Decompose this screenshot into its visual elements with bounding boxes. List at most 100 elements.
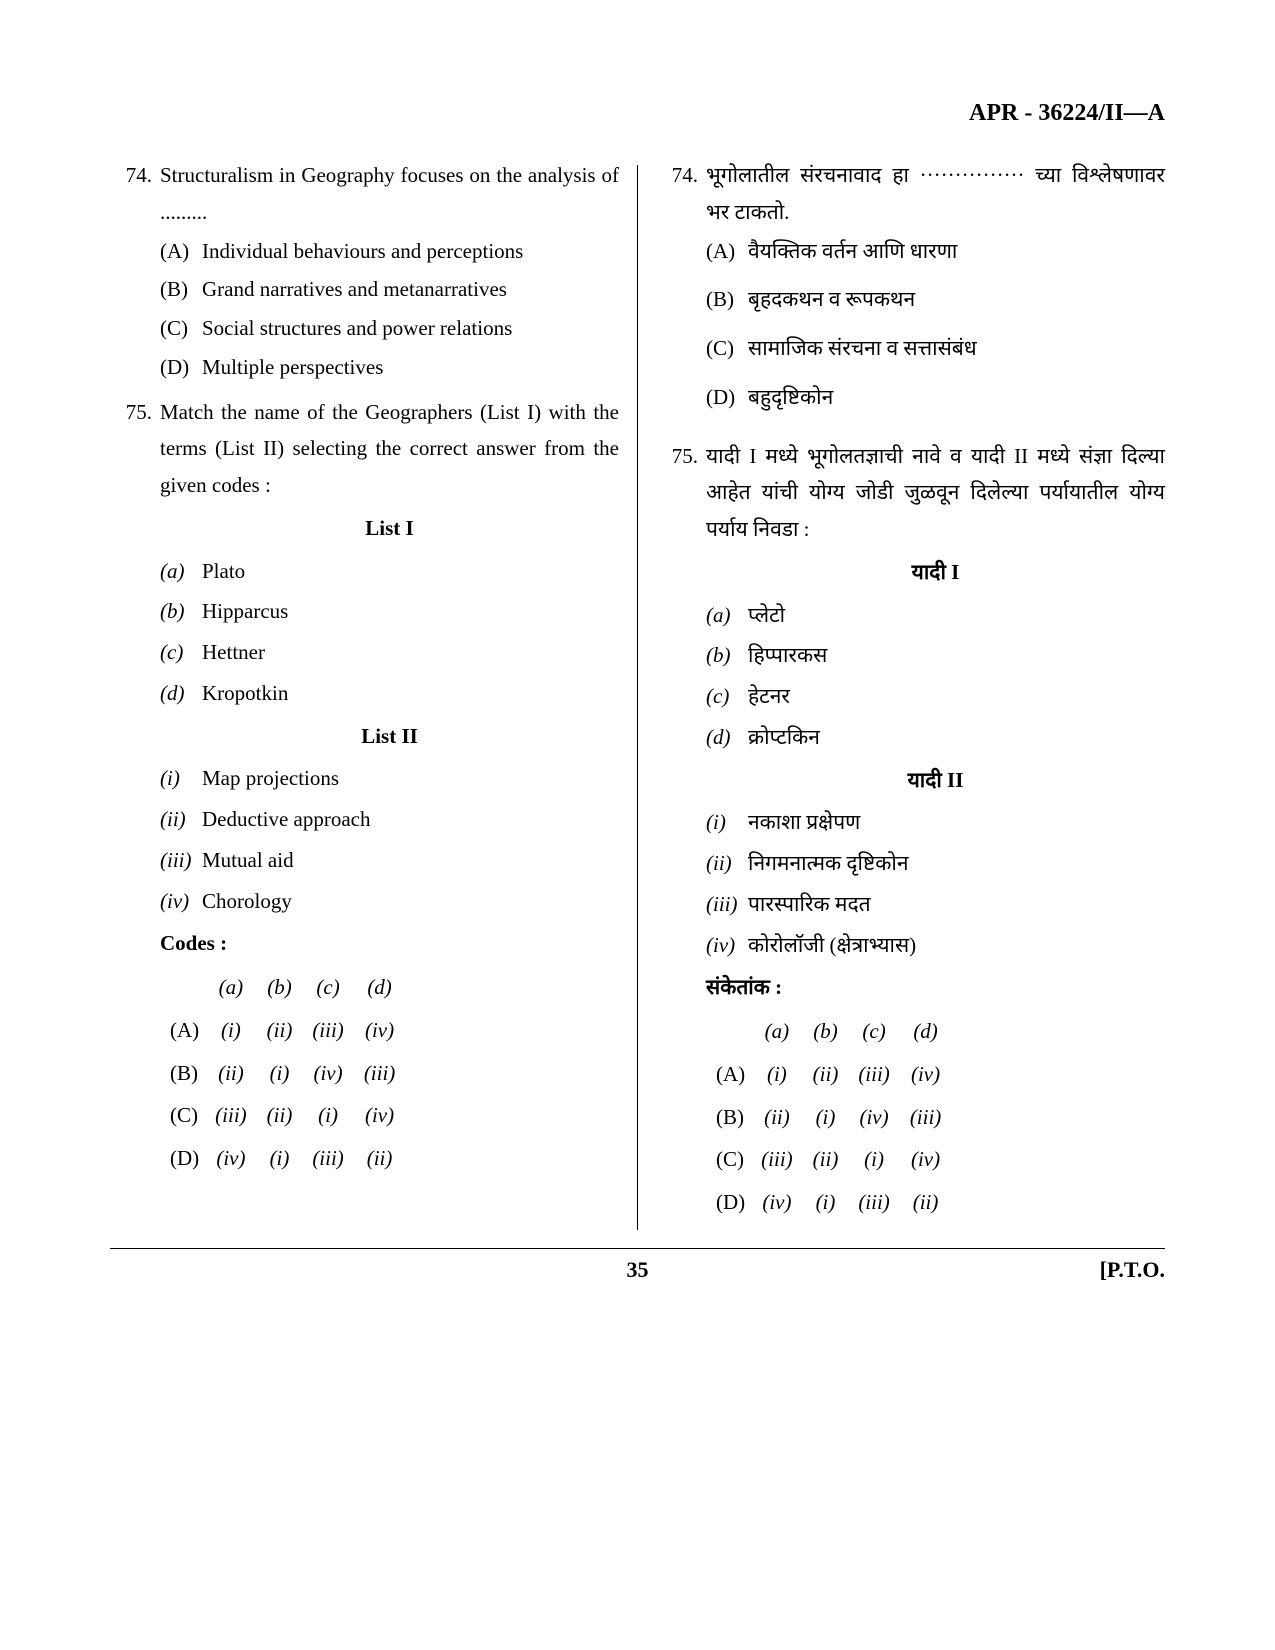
question-75-mr: 75. यादी I मध्ये भूगोलतज्ञाची नावे व याद… xyxy=(656,438,1165,1224)
option-text: बृहदकथन व रूपकथन xyxy=(748,281,1165,318)
list-item: (d)क्रोप्टकिन xyxy=(706,719,1165,756)
option-b: (B)बृहदकथन व रूपकथन xyxy=(706,281,1165,318)
list-text: क्रोप्टकिन xyxy=(748,719,820,756)
col-c: (c) xyxy=(302,966,354,1009)
list-label: (d) xyxy=(706,719,748,756)
list-item: (b)हिप्पारकस xyxy=(706,637,1165,674)
option-b: (B)Grand narratives and metanarratives xyxy=(160,271,619,308)
option-text: Grand narratives and metanarratives xyxy=(202,271,619,308)
options-list: (A)Individual behaviours and perceptions… xyxy=(160,233,619,386)
list-item: (i)Map projections xyxy=(160,760,619,797)
code-row-b: (B)(ii)(i)(iv)(iii) xyxy=(160,1052,405,1095)
page-number: 35 xyxy=(627,1257,649,1283)
option-d: (D)Multiple perspectives xyxy=(160,349,619,386)
question-text: यादी I मध्ये भूगोलतज्ञाची नावे व यादी II… xyxy=(706,438,1165,548)
list-text: Map projections xyxy=(202,760,339,797)
col-d: (d) xyxy=(900,1010,952,1053)
codes-table: (a) (b) (c) (d) (A)(i)(ii)(iii)(iv) (B)(… xyxy=(706,1010,951,1224)
col-b: (b) xyxy=(803,1010,849,1053)
list-label: (iv) xyxy=(706,927,748,964)
code-row-a: (A)(i)(ii)(iii)(iv) xyxy=(706,1053,951,1096)
col-b: (b) xyxy=(257,966,303,1009)
code-row-c: (C)(iii)(ii)(i)(iv) xyxy=(706,1138,951,1181)
list-text: हेटनर xyxy=(748,678,790,715)
list-text: Plato xyxy=(202,553,245,590)
list-text: Hettner xyxy=(202,634,265,671)
question-body: Match the name of the Geographers (List … xyxy=(160,394,619,1180)
option-label: (D) xyxy=(160,349,202,386)
question-number: 75. xyxy=(656,438,706,1224)
option-text: बहुदृष्टिकोन xyxy=(748,379,1165,416)
option-text: सामाजिक संरचना व सत्तासंबंध xyxy=(748,330,1165,367)
question-body: यादी I मध्ये भूगोलतज्ञाची नावे व यादी II… xyxy=(706,438,1165,1224)
list-text: Mutual aid xyxy=(202,842,294,879)
code-row-b: (B)(ii)(i)(iv)(iii) xyxy=(706,1096,951,1139)
list-item: (c)हेटनर xyxy=(706,678,1165,715)
list2-heading: List II xyxy=(160,718,619,755)
codes-header-row: (a) (b) (c) (d) xyxy=(706,1010,951,1053)
options-list: (A)वैयक्तिक वर्तन आणि धारणा (B)बृहदकथन व… xyxy=(706,233,1165,416)
code-row-d: (D)(iv)(i)(iii)(ii) xyxy=(160,1137,405,1180)
marathi-column: 74. भूगोलातील संरचनावाद हा ·············… xyxy=(638,157,1165,1230)
list-text: Chorology xyxy=(202,883,292,920)
exam-page: APR - 36224/II—A 74. Structuralism in Ge… xyxy=(0,0,1275,1650)
option-text: Social structures and power relations xyxy=(202,310,619,347)
list1-heading: यादी I xyxy=(706,554,1165,591)
question-74-mr: 74. भूगोलातील संरचनावाद हा ·············… xyxy=(656,157,1165,428)
list-item: (iii)पारस्पारिक मदत xyxy=(706,886,1165,923)
list-item: (c)Hettner xyxy=(160,634,619,671)
codes-heading: संकेतांक : xyxy=(706,969,1165,1006)
option-label: (D) xyxy=(706,379,748,416)
list-label: (a) xyxy=(160,553,202,590)
option-d: (D)बहुदृष्टिकोन xyxy=(706,379,1165,416)
list-text: निगमनात्मक दृष्टिकोन xyxy=(748,845,908,882)
question-text: Structuralism in Geography focuses on th… xyxy=(160,157,619,231)
pto-label: [P.T.O. xyxy=(1100,1257,1165,1283)
two-column-layout: 74. Structuralism in Geography focuses o… xyxy=(110,157,1165,1230)
option-label: (A) xyxy=(706,233,748,270)
list-label: (ii) xyxy=(706,845,748,882)
list-item: (ii)निगमनात्मक दृष्टिकोन xyxy=(706,845,1165,882)
list-label: (b) xyxy=(160,593,202,630)
list-label: (b) xyxy=(706,637,748,674)
page-footer: 35 [P.T.O. xyxy=(110,1249,1165,1283)
list-item: (iv)Chorology xyxy=(160,883,619,920)
list-label: (i) xyxy=(706,804,748,841)
list-label: (a) xyxy=(706,597,748,634)
list-label: (i) xyxy=(160,760,202,797)
col-d: (d) xyxy=(354,966,406,1009)
col-c: (c) xyxy=(848,1010,900,1053)
option-text: Individual behaviours and perceptions xyxy=(202,233,619,270)
question-body: भूगोलातील संरचनावाद हा ··············· च… xyxy=(706,157,1165,428)
codes-heading: Codes : xyxy=(160,925,619,962)
code-row-c: (C)(iii)(ii)(i)(iv) xyxy=(160,1094,405,1137)
question-number: 75. xyxy=(110,394,160,1180)
option-label: (C) xyxy=(160,310,202,347)
question-74-en: 74. Structuralism in Geography focuses o… xyxy=(110,157,619,388)
question-75-en: 75. Match the name of the Geographers (L… xyxy=(110,394,619,1180)
option-label: (B) xyxy=(706,281,748,318)
list2-heading: यादी II xyxy=(706,762,1165,799)
list-text: कोरोलॉजी (क्षेत्राभ्यास) xyxy=(748,927,916,964)
list-label: (d) xyxy=(160,675,202,712)
option-text: वैयक्तिक वर्तन आणि धारणा xyxy=(748,233,1165,270)
list-item: (d)Kropotkin xyxy=(160,675,619,712)
question-number: 74. xyxy=(656,157,706,428)
list1-heading: List I xyxy=(160,510,619,547)
option-label: (B) xyxy=(160,271,202,308)
list-label: (iii) xyxy=(160,842,202,879)
english-column: 74. Structuralism in Geography focuses o… xyxy=(110,157,637,1230)
option-text: Multiple perspectives xyxy=(202,349,619,386)
list-text: Deductive approach xyxy=(202,801,371,838)
list-item: (a)प्लेटो xyxy=(706,597,1165,634)
option-label: (A) xyxy=(160,233,202,270)
question-text: भूगोलातील संरचनावाद हा ··············· च… xyxy=(706,157,1165,231)
list-label: (iv) xyxy=(160,883,202,920)
list-item: (iii)Mutual aid xyxy=(160,842,619,879)
codes-table: (a) (b) (c) (d) (A)(i)(ii)(iii)(iv) (B)(… xyxy=(160,966,405,1180)
list-label: (iii) xyxy=(706,886,748,923)
list-text: Kropotkin xyxy=(202,675,288,712)
col-a: (a) xyxy=(751,1010,803,1053)
list-item: (i)नकाशा प्रक्षेपण xyxy=(706,804,1165,841)
option-c: (C)सामाजिक संरचना व सत्तासंबंध xyxy=(706,330,1165,367)
